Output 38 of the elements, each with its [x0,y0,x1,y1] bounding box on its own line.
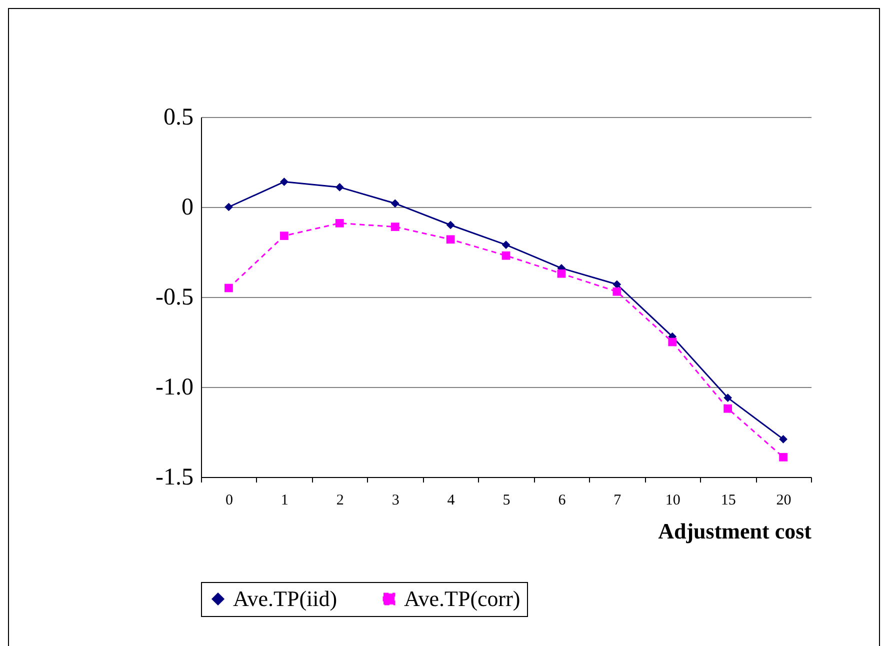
x-tick-label: 3 [392,492,400,508]
point [390,199,400,208]
x-tick-label: 5 [502,492,510,508]
point [335,183,344,192]
x-tick-label: 4 [447,492,456,508]
x-tick-label: 20 [776,492,792,508]
point [557,269,566,278]
point [224,202,233,212]
point [446,220,455,230]
x-axis-title: Adjustment cost [658,518,812,544]
point [779,435,788,444]
x-tick-label: 10 [665,492,680,508]
point [668,338,677,346]
legend-label: Ave.TP(iid) [233,586,338,611]
point [335,219,344,228]
point [390,222,400,231]
x-tick-label: 1 [280,492,288,508]
point [612,287,622,296]
x-tick-label: 0 [225,492,233,508]
legend-label: Ave.TP(corr) [404,586,520,611]
x-tick-label: 6 [558,492,566,508]
point [502,251,510,260]
point [280,178,288,186]
x-tick-label: 7 [614,492,622,508]
y-tick-label: -1.5 [156,464,194,490]
point [280,232,288,240]
y-tick-label: 0.5 [164,104,194,130]
point [724,394,732,402]
point [724,404,732,413]
y-tick-label: -1.0 [156,374,194,400]
point [779,453,788,462]
x-tick-label: 2 [336,492,344,508]
x-tick-label: 15 [720,492,736,508]
y-tick-label: 0 [182,194,194,220]
point [224,284,233,292]
point [502,240,510,249]
y-tick-label: -0.5 [156,284,194,310]
point [446,235,455,244]
